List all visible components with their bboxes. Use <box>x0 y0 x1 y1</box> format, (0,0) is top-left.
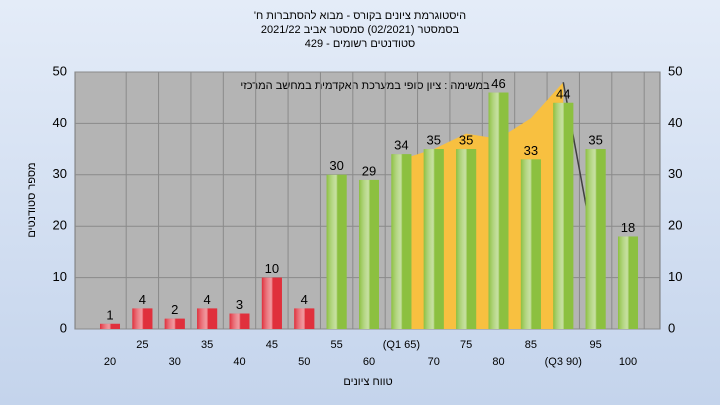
subtitle: סטודנטים רשומים - 429 <box>305 38 416 50</box>
y-tick-label: 0 <box>60 320 67 335</box>
y2-tick-label: 0 <box>668 320 675 335</box>
bar-shade <box>585 149 606 329</box>
x-tick-label: 25 <box>136 339 148 351</box>
x-tick-label: 60 <box>363 356 375 368</box>
bar-shade <box>488 92 509 329</box>
y-tick-label: 20 <box>53 218 67 233</box>
data-label: 44 <box>556 86 570 101</box>
y-tick-label: 30 <box>53 166 67 181</box>
data-label: 33 <box>524 143 538 158</box>
bar-shade <box>553 102 574 329</box>
y2-tick-label: 30 <box>668 166 682 181</box>
data-label: 18 <box>621 220 635 235</box>
bar-shade <box>261 277 282 329</box>
data-label: 35 <box>588 133 602 148</box>
data-label: 1 <box>106 307 113 322</box>
y2-tick-label: 40 <box>668 115 682 130</box>
x-tick-label: 80 <box>492 356 504 368</box>
bar-shade <box>326 174 347 329</box>
bar-shade <box>294 308 315 329</box>
bar-shade <box>100 323 120 329</box>
data-label: 4 <box>204 292 211 307</box>
x-tick-label: 55 <box>331 339 343 351</box>
data-label: 4 <box>301 292 308 307</box>
annotation: במשימה : ציון סופי במערכת האקדמית במחשב … <box>240 80 490 92</box>
data-label: 29 <box>362 163 376 178</box>
bar-shade <box>618 236 638 329</box>
x-tick-label: 100 <box>619 356 637 368</box>
y-tick-label: 40 <box>53 115 67 130</box>
data-label: 34 <box>394 138 408 153</box>
data-label: 2 <box>171 302 178 317</box>
x-tick-label: 50 <box>298 356 310 368</box>
y-tick-label: 50 <box>53 63 67 78</box>
x-tick-label: 85 <box>525 339 537 351</box>
y2-tick-label: 20 <box>668 218 682 233</box>
bar-shade <box>359 179 379 329</box>
data-label: 10 <box>265 261 279 276</box>
x-tick-label: 75 <box>460 339 472 351</box>
x-tick-label: 95 <box>590 339 602 351</box>
x-tick-label: (Q3 90) <box>545 356 582 368</box>
x-tick-label: 35 <box>201 339 213 351</box>
x-tick-label: (Q1 65) <box>383 339 420 351</box>
bar-shade <box>197 308 218 329</box>
bar-shade <box>132 308 153 329</box>
bar-shade <box>423 149 444 329</box>
data-label: 35 <box>459 133 473 148</box>
x-tick-label: 45 <box>266 339 278 351</box>
bar-shade <box>229 313 250 329</box>
data-label: 30 <box>329 158 343 173</box>
y2-tick-label: 10 <box>668 269 682 284</box>
data-label: 3 <box>236 297 243 312</box>
data-label: 46 <box>491 76 505 91</box>
x-tick-label: 70 <box>428 356 440 368</box>
data-label: 35 <box>427 133 441 148</box>
x-tick-label: 20 <box>104 356 116 368</box>
subtitle: בסמסטר (02/2021) סמסטר אביב 2021/22 <box>261 24 460 36</box>
y-tick-label: 10 <box>53 269 67 284</box>
y2-tick-label: 50 <box>668 63 682 78</box>
bar-shade <box>391 154 412 329</box>
chart-title: היסטוגרמת ציונים בקורס - מבוא להסתברות ח… <box>254 9 466 22</box>
data-label: 4 <box>139 292 146 307</box>
x-axis-label: טווח ציונים <box>343 376 392 388</box>
bar-shade <box>520 159 541 329</box>
x-tick-label: 40 <box>233 356 245 368</box>
y-axis-label: מספר סטודנטים <box>26 162 38 237</box>
bar-shade <box>164 318 185 329</box>
x-tick-label: 30 <box>169 356 181 368</box>
bar-shade <box>456 149 477 329</box>
